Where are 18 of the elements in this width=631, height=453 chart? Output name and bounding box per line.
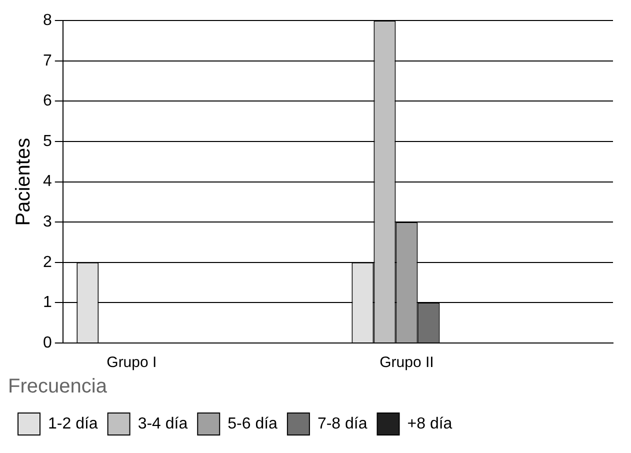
legend-label: 7-8 día [317, 415, 368, 432]
y-tick-label: 8 [42, 12, 52, 30]
y-tick-label: 0 [42, 334, 52, 352]
y-tick-label: 4 [42, 173, 52, 190]
y-tick-label: 5 [42, 132, 52, 150]
y-tick-label: 1 [42, 294, 52, 312]
legend-title: Frecuencia [8, 376, 108, 398]
y-tick-label: 2 [42, 254, 52, 271]
x-tick-label: Grupo I [106, 354, 157, 372]
y-tick-label: 6 [42, 92, 52, 110]
y-tick-label: 7 [42, 52, 52, 70]
legend-label: 3-4 día [138, 415, 188, 432]
y-axis-title: Pacientes [12, 138, 35, 226]
legend-label: 5-6 día [228, 415, 278, 432]
legend-label: +8 día [407, 415, 452, 432]
y-tick-label: 3 [42, 214, 52, 231]
x-tick-label: Grupo II [380, 354, 434, 372]
legend-label: 1-2 día [48, 415, 98, 432]
